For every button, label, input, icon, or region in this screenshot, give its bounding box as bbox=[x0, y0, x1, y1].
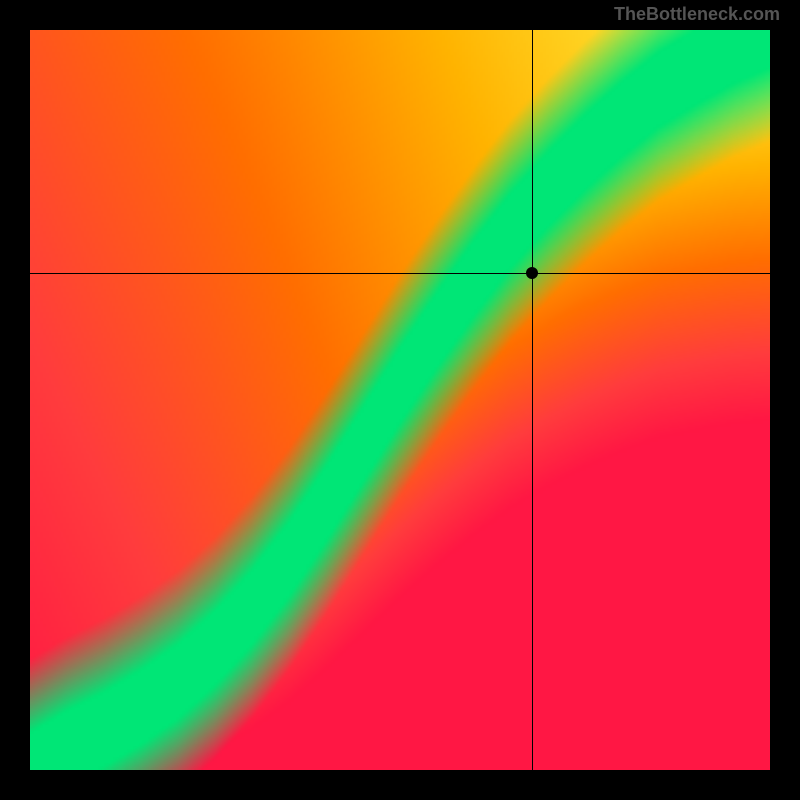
heatmap-plot bbox=[30, 30, 770, 770]
attribution-text: TheBottleneck.com bbox=[614, 4, 780, 25]
bottleneck-marker bbox=[526, 267, 538, 279]
heatmap-canvas bbox=[30, 30, 770, 770]
